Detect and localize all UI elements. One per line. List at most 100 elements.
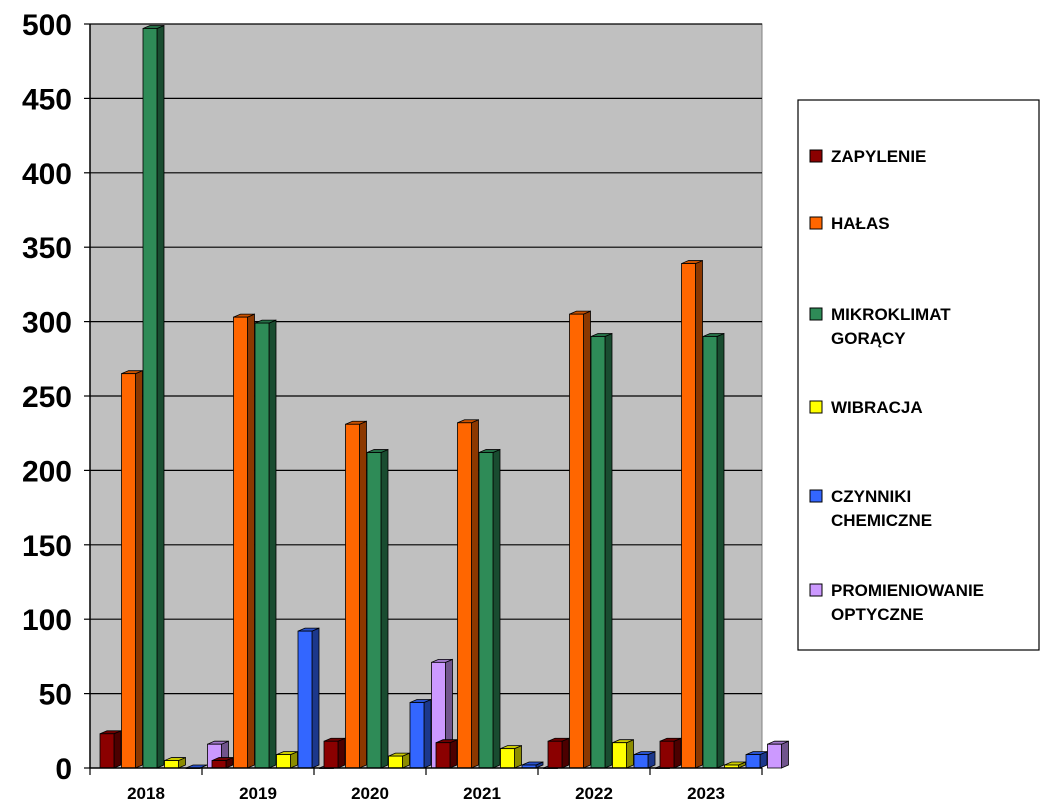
bar-front bbox=[612, 742, 627, 769]
y-tick-label: 400 bbox=[22, 158, 72, 191]
x-tick-label: 2018 bbox=[127, 784, 165, 803]
bar-side bbox=[561, 737, 570, 769]
bar bbox=[164, 756, 186, 769]
bars bbox=[99, 24, 789, 769]
x-axis-categories: 2018 2019 2020 2021 2022 2023 bbox=[89, 768, 763, 803]
bar-front bbox=[366, 452, 382, 769]
y-tick-label: 100 bbox=[22, 604, 72, 637]
legend-item: WIBRACJA bbox=[809, 398, 923, 417]
bar bbox=[547, 737, 570, 769]
bar-side bbox=[113, 730, 122, 769]
bar-side bbox=[492, 448, 501, 769]
legend-label-line: CHEMICZNE bbox=[831, 511, 932, 530]
y-tick-label: 450 bbox=[22, 83, 72, 116]
bar-side bbox=[380, 448, 389, 769]
legend-label-line: WIBRACJA bbox=[831, 398, 923, 417]
y-tick-label: 150 bbox=[22, 530, 72, 563]
x-tick-label: 2023 bbox=[687, 784, 725, 803]
legend-swatch bbox=[809, 400, 823, 414]
legend-item: ZAPYLENIE bbox=[809, 147, 926, 166]
bar bbox=[633, 751, 656, 769]
legend-item: PROMIENIOWANIE OPTYCZNE bbox=[809, 581, 984, 624]
bar-front bbox=[254, 322, 270, 769]
bar-front bbox=[164, 760, 179, 769]
bar bbox=[569, 310, 591, 769]
bar-side bbox=[268, 319, 277, 769]
bar-side bbox=[135, 370, 143, 769]
legend-label-line: HAŁAS bbox=[831, 214, 890, 233]
bar-front bbox=[681, 263, 696, 769]
legend-swatch bbox=[809, 489, 823, 503]
bar-front bbox=[345, 423, 360, 769]
bar-front bbox=[297, 630, 313, 769]
bar-side bbox=[311, 627, 320, 769]
bar bbox=[767, 740, 789, 769]
legend-label: ZAPYLENIE bbox=[831, 147, 926, 166]
y-tick-label: 300 bbox=[22, 307, 72, 340]
bar-side bbox=[604, 332, 613, 769]
bar bbox=[681, 259, 703, 769]
bar bbox=[233, 313, 255, 769]
bar bbox=[478, 448, 501, 769]
bar-front bbox=[276, 754, 291, 769]
bar-side bbox=[626, 739, 634, 769]
legend-label: HAŁAS bbox=[831, 214, 890, 233]
legend-swatch bbox=[809, 583, 823, 597]
legend-label-line: CZYNNIKI bbox=[831, 487, 911, 506]
bar bbox=[702, 332, 725, 769]
bar-side bbox=[781, 740, 789, 769]
legend-swatch bbox=[809, 307, 823, 321]
bar-side bbox=[514, 745, 522, 769]
bar-front bbox=[633, 754, 649, 769]
bar-front bbox=[323, 740, 339, 769]
x-tick-label: 2020 bbox=[351, 784, 389, 803]
bar-side bbox=[716, 332, 725, 769]
bar bbox=[276, 751, 298, 769]
legend-label-line: GORĄCY bbox=[831, 329, 906, 348]
y-axis-ticks: 0 50 100 150 200 250 300 350 400 450 500 bbox=[22, 9, 90, 786]
y-tick-label: 500 bbox=[22, 9, 72, 42]
bar bbox=[121, 370, 143, 769]
bar bbox=[521, 761, 544, 769]
y-tick-label: 350 bbox=[22, 232, 72, 265]
bar-front bbox=[659, 740, 675, 769]
bar-side bbox=[449, 739, 458, 769]
y-tick-label: 250 bbox=[22, 381, 72, 414]
bar-front bbox=[547, 740, 563, 769]
legend-swatch bbox=[809, 216, 823, 230]
bar-side bbox=[156, 24, 165, 769]
bar bbox=[211, 756, 234, 769]
bar-front bbox=[233, 316, 248, 769]
legend-item: MIKROKLIMAT GORĄCY bbox=[809, 305, 951, 348]
y-tick-label: 50 bbox=[39, 679, 72, 712]
bar-front bbox=[388, 755, 403, 769]
legend-swatch bbox=[809, 149, 823, 163]
bar bbox=[254, 319, 277, 769]
legend-label-line: ZAPYLENIE bbox=[831, 147, 926, 166]
legend: ZAPYLENIE HAŁAS MIKROKLIMAT GORĄCY WIBRACJA C… bbox=[797, 99, 1040, 651]
bar-front bbox=[569, 313, 584, 769]
legend-item: CZYNNIKI CHEMICZNE bbox=[809, 487, 932, 530]
y-tick-label: 0 bbox=[55, 753, 72, 786]
bar bbox=[297, 627, 320, 769]
bar-front bbox=[767, 743, 782, 769]
bar-side bbox=[695, 259, 703, 769]
bar bbox=[345, 420, 367, 769]
bar bbox=[409, 698, 432, 769]
bar-front bbox=[702, 336, 718, 769]
bar-front bbox=[211, 760, 227, 769]
x-tick-label: 2019 bbox=[239, 784, 277, 803]
legend-label: CZYNNIKI CHEMICZNE bbox=[831, 487, 932, 530]
bar-side bbox=[337, 737, 346, 769]
bar-front bbox=[121, 373, 136, 769]
bar bbox=[457, 419, 479, 769]
bar bbox=[590, 332, 613, 769]
bar-side bbox=[247, 313, 255, 769]
bar-front bbox=[745, 754, 761, 769]
bar-front bbox=[142, 28, 158, 769]
bar-side bbox=[583, 310, 591, 769]
bar-side bbox=[471, 419, 479, 769]
x-tick-label: 2022 bbox=[575, 784, 613, 803]
bar bbox=[366, 448, 389, 769]
